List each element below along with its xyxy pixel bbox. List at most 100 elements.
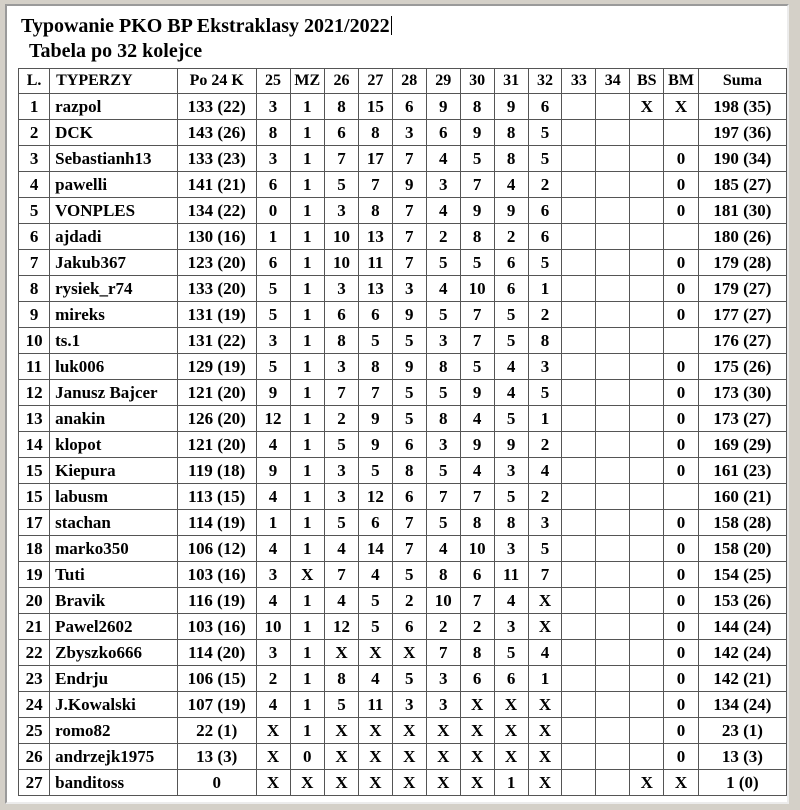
score-cell: 5 — [493, 301, 529, 328]
score-cell — [595, 665, 631, 692]
player-name-cell: andrzejk1975 — [49, 743, 178, 770]
score-cell: 3 — [425, 171, 461, 198]
score-cell: 4 — [493, 587, 529, 614]
score-cell: 5 — [357, 613, 393, 640]
rank-cell: 4 — [17, 171, 51, 198]
score-cell: 121 (20) — [176, 379, 257, 406]
score-cell: 2 — [493, 223, 529, 250]
score-cell: 4 — [425, 535, 461, 562]
score-cell: 1 — [289, 535, 325, 562]
score-cell — [561, 353, 597, 380]
score-cell: 8 — [357, 197, 393, 224]
total-cell: 197 (36) — [697, 119, 787, 146]
score-cell — [629, 405, 665, 432]
total-cell: 190 (34) — [697, 145, 787, 172]
score-cell: 6 — [425, 119, 461, 146]
score-cell — [561, 301, 597, 328]
score-cell: 5 — [459, 145, 495, 172]
player-name-cell: klopot — [49, 431, 178, 458]
score-cell: 5 — [391, 561, 427, 588]
score-cell: 5 — [357, 457, 393, 484]
score-cell: 5 — [527, 119, 563, 146]
score-cell — [561, 665, 597, 692]
score-cell: 1 — [289, 691, 325, 718]
score-cell: 9 — [459, 119, 495, 146]
score-cell: 7 — [459, 171, 495, 198]
score-cell: 1 — [289, 171, 325, 198]
table-row: 12 Janusz Bajcer 121 (20) 9 1 7 7 5 5 9 4 5 0 173 (30… — [17, 379, 787, 406]
score-cell — [561, 743, 597, 770]
score-cell: X — [323, 743, 359, 770]
total-cell: 13 (3) — [697, 743, 787, 770]
score-cell: 141 (21) — [176, 171, 257, 198]
document-frame: Typowanie PKO BP Ekstraklasy 2021/2022 T… — [5, 4, 789, 804]
score-cell: 1 — [289, 405, 325, 432]
column-header-bm: BM — [663, 68, 699, 94]
score-cell: 3 — [391, 119, 427, 146]
score-cell: 1 — [289, 431, 325, 458]
score-cell — [561, 431, 597, 458]
score-cell: 9 — [459, 197, 495, 224]
score-cell: 3 — [255, 145, 291, 172]
total-cell: 179 (27) — [697, 275, 787, 302]
score-cell — [629, 717, 665, 744]
table-row: 14 klopot 121 (20) 4 1 5 9 6 3 9 9 2 0 169 (29) — [17, 431, 787, 458]
score-cell: 4 — [527, 457, 563, 484]
score-cell: 7 — [391, 249, 427, 276]
score-cell — [595, 769, 631, 796]
score-cell: 8 — [357, 353, 393, 380]
score-cell: 9 — [493, 93, 529, 120]
score-cell: X — [391, 769, 427, 796]
column-header-26: 26 — [323, 68, 359, 94]
score-cell — [629, 197, 665, 224]
score-cell: 1 — [289, 93, 325, 120]
score-cell — [629, 249, 665, 276]
total-cell: 154 (25) — [697, 561, 787, 588]
total-cell: 134 (24) — [697, 691, 787, 718]
score-cell: 130 (16) — [176, 223, 257, 250]
player-name-cell: romo82 — [49, 717, 178, 744]
score-cell: 5 — [357, 587, 393, 614]
score-cell: 3 — [425, 691, 461, 718]
score-cell: X — [289, 561, 325, 588]
score-cell — [629, 301, 665, 328]
score-cell: 5 — [425, 249, 461, 276]
score-cell: 2 — [255, 665, 291, 692]
score-cell: 5 — [527, 379, 563, 406]
score-cell: 6 — [527, 197, 563, 224]
score-cell — [595, 249, 631, 276]
player-name-cell: Bravik — [49, 587, 178, 614]
score-cell: 12 — [255, 405, 291, 432]
score-cell: 3 — [425, 327, 461, 354]
score-cell: 6 — [323, 119, 359, 146]
player-name-cell: VONPLES — [49, 197, 178, 224]
score-cell: X — [391, 717, 427, 744]
score-cell: 7 — [391, 197, 427, 224]
score-cell: 0 — [663, 691, 699, 718]
table-row: 3 Sebastianh13 133 (23) 3 1 7 17 7 4 5 8 5 0 190 (34) — [17, 145, 787, 172]
table-row: 15 labusm 113 (15) 4 1 3 12 6 7 7 5 2 160 (21) — [17, 483, 787, 510]
score-cell: 13 (3) — [176, 743, 257, 770]
score-cell — [561, 93, 597, 120]
score-cell — [561, 145, 597, 172]
score-cell: 4 — [493, 379, 529, 406]
score-cell: 7 — [425, 639, 461, 666]
score-cell: X — [357, 769, 393, 796]
score-cell: 9 — [357, 431, 393, 458]
score-cell: 6 — [391, 93, 427, 120]
score-cell: 3 — [323, 197, 359, 224]
score-cell — [595, 483, 631, 510]
score-cell — [629, 535, 665, 562]
score-cell: 1 — [289, 197, 325, 224]
score-cell: 5 — [459, 353, 495, 380]
score-cell: 1 — [289, 379, 325, 406]
text-caret — [390, 16, 392, 35]
score-cell: 5 — [255, 275, 291, 302]
score-cell: 7 — [323, 145, 359, 172]
score-cell — [595, 691, 631, 718]
total-cell: 177 (27) — [697, 301, 787, 328]
score-cell: 0 — [176, 769, 257, 796]
score-cell: 9 — [493, 431, 529, 458]
player-name-cell: Tuti — [49, 561, 178, 588]
score-cell: X — [493, 743, 529, 770]
